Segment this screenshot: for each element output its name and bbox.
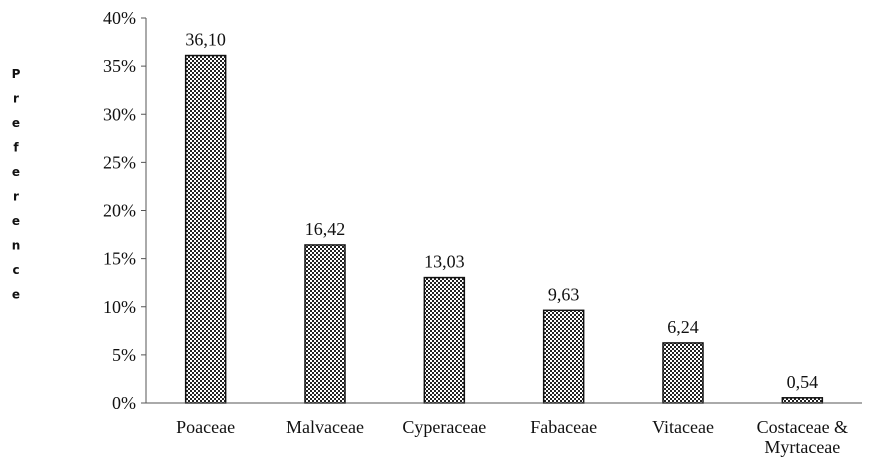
y-tick-label: 20% <box>103 201 136 221</box>
x-axis: Poaceae Malvaceae Cyperaceae Fabaceae Vitace… <box>176 417 848 457</box>
y-axis-label-letter: e <box>12 116 20 130</box>
x-tick-label: Cyperaceae <box>402 417 486 437</box>
y-tick-label: 30% <box>103 104 136 124</box>
y-tick-label: 15% <box>103 249 136 269</box>
bar <box>662 342 704 404</box>
bar-value-label: 16,42 <box>305 219 346 239</box>
bar-value-label: 36,10 <box>185 30 226 50</box>
y-tick-label: 0% <box>112 393 136 413</box>
bars <box>184 54 824 404</box>
x-tick-label: Costaceae & Myrtaceae <box>757 417 848 457</box>
y-tick-label: 5% <box>112 345 136 365</box>
y-axis-label-letter: e <box>12 165 20 179</box>
bar-value-label: 13,03 <box>424 252 465 272</box>
x-tick-label: Malvaceae <box>286 417 364 437</box>
bar <box>781 397 824 404</box>
y-axis-label-letter: f <box>13 141 19 155</box>
x-tick-label: Fabaceae <box>530 417 597 437</box>
x-tick-label: Vitaceae <box>652 417 714 437</box>
bar <box>542 309 585 404</box>
bar-value-label: 9,63 <box>548 284 580 304</box>
y-tick-label: 25% <box>103 152 136 172</box>
y-axis-label-letter: c <box>12 263 19 277</box>
bar <box>184 54 227 404</box>
y-axis-label-letter: r <box>13 92 19 106</box>
y-axis: 0% 5% 10% 15% 20% 25% 30% 35% 40% <box>103 8 146 413</box>
y-tick-label: 10% <box>103 297 136 317</box>
bar-value-label: 0,54 <box>787 372 819 392</box>
y-axis-label-letter: n <box>12 239 21 253</box>
bar <box>423 276 466 404</box>
data-labels: 36,10 16,42 13,03 9,63 6,24 0,54 <box>185 30 818 392</box>
bar-value-label: 6,24 <box>667 317 699 337</box>
y-axis-label-letter: P <box>12 67 21 81</box>
y-axis-label-letter: r <box>13 190 19 204</box>
y-axis-label-letter: e <box>12 214 20 228</box>
y-axis-label-letter: e <box>12 288 20 302</box>
y-tick-label: 35% <box>103 56 136 76</box>
y-tick-label: 40% <box>103 8 136 28</box>
x-tick-label: Poaceae <box>176 417 235 437</box>
bar <box>304 244 346 404</box>
